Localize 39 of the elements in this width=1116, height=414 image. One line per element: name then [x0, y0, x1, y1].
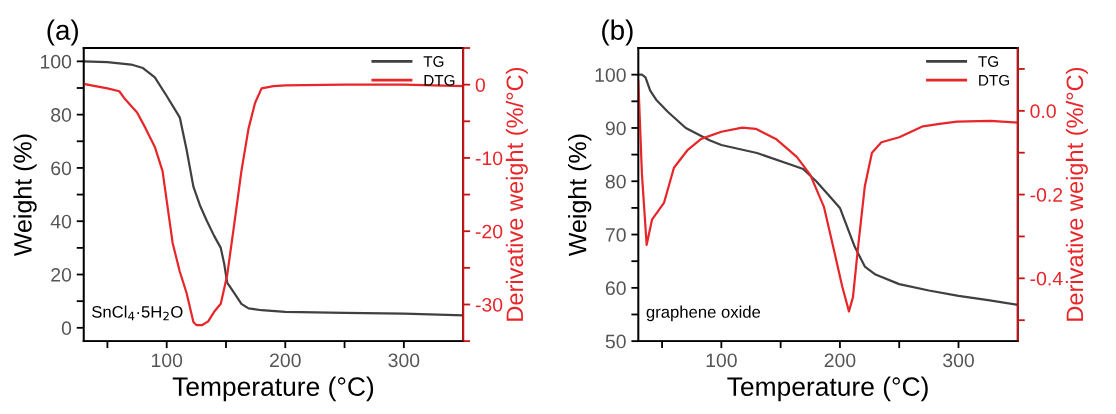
legend-label: DTG	[424, 74, 455, 86]
y2-tick-label: -30	[475, 297, 503, 312]
y-tick-label: 50	[605, 334, 626, 349]
x-tick-label: 300	[943, 353, 974, 368]
annotation: SnCl$_{4}$·5H$_{2}$O	[92, 305, 183, 321]
y2-axis-title: Derivative weight (%/°C)	[505, 67, 528, 321]
y2-tick-label: -0.4	[1030, 271, 1063, 286]
y-axis-title: Weight (%)	[13, 134, 37, 257]
y-tick-label: 70	[605, 228, 626, 242]
x-axis-title: Temperature (°C)	[727, 376, 928, 402]
y2-tick-label: 0	[475, 78, 485, 92]
y-tick-label: 100	[595, 68, 626, 82]
x-axis-title: Temperature (°C)	[172, 376, 374, 402]
y-tick-label: 20	[51, 267, 72, 282]
y2-tick-label: -10	[475, 151, 503, 166]
x-tick-label: 200	[824, 353, 856, 368]
x-tick-label: 100	[151, 353, 183, 368]
legend-label: TG	[423, 56, 444, 67]
y-tick-label: 80	[605, 174, 626, 189]
x-tick-label: 200	[270, 353, 301, 368]
y-tick-label: 0	[61, 321, 72, 336]
y2-tick-label: 0.0	[1030, 104, 1056, 119]
y-tick-label: 40	[50, 214, 72, 229]
annotation: graphene oxide	[646, 305, 761, 322]
y-tick-label: 60	[605, 281, 626, 296]
y2-tick-label: -0.2	[1030, 188, 1063, 202]
legend-label: TG	[978, 56, 998, 67]
y-tick-label: 100	[40, 54, 72, 69]
y-tick-label: 90	[605, 121, 626, 136]
y2-axis-title: Derivative weight (%/°C)	[1065, 67, 1088, 321]
legend-label: DTG	[979, 74, 1010, 86]
x-tick-label: 100	[706, 353, 737, 368]
y-tick-label: 80	[51, 108, 72, 122]
y-tick-label: 60	[51, 161, 72, 176]
y-axis-title: Weight (%)	[568, 134, 592, 257]
y2-tick-label: -20	[475, 224, 503, 239]
chart-title: (b)	[602, 19, 633, 46]
x-tick-label: 300	[388, 353, 420, 368]
chart-title: (a)	[47, 19, 78, 46]
